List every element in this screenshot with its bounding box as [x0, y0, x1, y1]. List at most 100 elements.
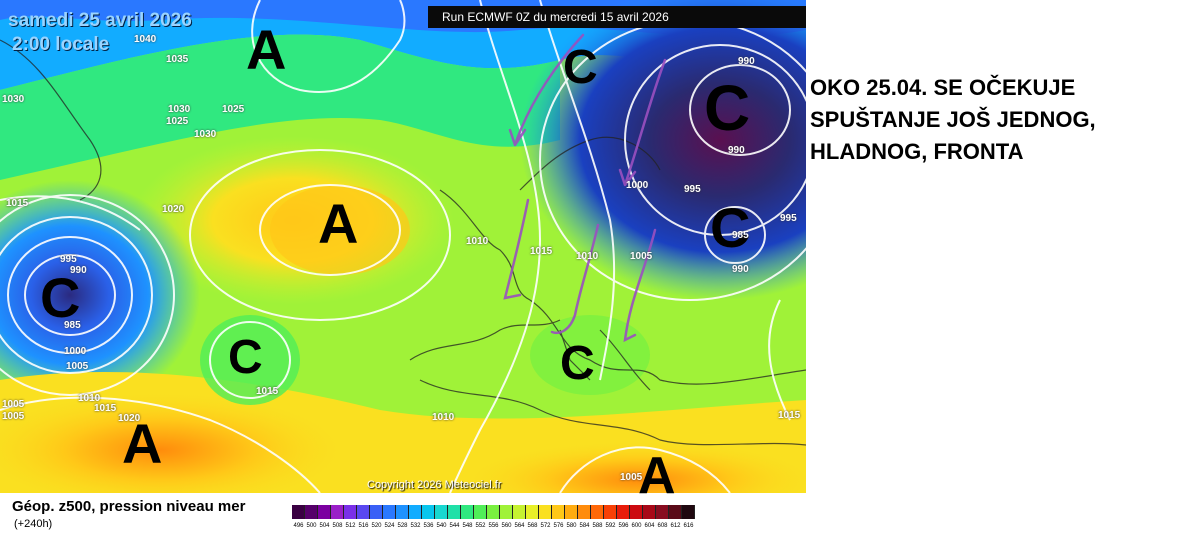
- color-swatch: [669, 505, 682, 519]
- copyright-text: Copyright 2026 Meteociel.fr: [367, 479, 502, 491]
- isobar-label: 1010: [432, 412, 455, 423]
- isobar-label: 1010: [466, 236, 489, 247]
- isobar-label: 990: [70, 265, 87, 276]
- color-swatch: [461, 505, 474, 519]
- annotation-line: OKO 25.04. SE OČEKUJE: [810, 75, 1076, 100]
- isobar-label: 985: [64, 320, 81, 331]
- color-swatch: [513, 505, 526, 519]
- isobar-label: 1015: [256, 386, 279, 397]
- color-scale-value: 532: [410, 523, 421, 529]
- forecast-date: samedi 25 avril 2026: [8, 10, 192, 31]
- color-scale-value: 616: [683, 523, 694, 529]
- isobar-label: 1035: [166, 54, 189, 65]
- color-scale-value: 544: [449, 523, 460, 529]
- color-swatch: [487, 505, 500, 519]
- color-scale-value: 560: [501, 523, 512, 529]
- annotation-line: HLADNOG, FRONTA: [810, 139, 1024, 164]
- color-scale-value: 556: [488, 523, 499, 529]
- color-swatch: [357, 505, 370, 519]
- color-scale-value: 576: [553, 523, 564, 529]
- isobar-label: 1015: [6, 198, 29, 209]
- color-swatch: [539, 505, 552, 519]
- isobar-label: 1010: [576, 251, 599, 262]
- color-swatch: [643, 505, 656, 519]
- low-pressure-center: C: [710, 196, 751, 259]
- color-swatch: [344, 505, 357, 519]
- color-swatch: [578, 505, 591, 519]
- isobar-label: 1025: [222, 104, 245, 115]
- color-swatch: [474, 505, 487, 519]
- color-scale-value: 596: [618, 523, 629, 529]
- color-swatch: [292, 505, 305, 519]
- color-scale-value: 516: [358, 523, 369, 529]
- color-scale-value: 512: [345, 523, 356, 529]
- isobar-label: 1030: [2, 94, 25, 105]
- isobar-label: 1005: [620, 472, 643, 483]
- color-swatch: [396, 505, 409, 519]
- isobar-label: 1005: [2, 399, 25, 410]
- color-scale-value: 572: [540, 523, 551, 529]
- isobar-label: 1010: [78, 393, 101, 404]
- isobar-label: 1015: [94, 403, 117, 414]
- forecast-annotation: OKO 25.04. SE OČEKUJE SPUŠTANJE JOŠ JEDN…: [810, 72, 1200, 168]
- isobar-label: 1000: [64, 346, 87, 357]
- isobar-label: 1025: [166, 116, 189, 127]
- color-scale-value: 520: [371, 523, 382, 529]
- isobar-label: 1005: [66, 361, 89, 372]
- color-scale-value: 504: [319, 523, 330, 529]
- color-swatch: [500, 505, 513, 519]
- color-swatch: [331, 505, 344, 519]
- color-scale-value: 552: [475, 523, 486, 529]
- isobar-label: 1020: [162, 204, 185, 215]
- color-scale-value: 540: [436, 523, 447, 529]
- color-scale-value: 524: [384, 523, 395, 529]
- isobar-label: 1030: [194, 129, 217, 140]
- color-swatch: [682, 505, 695, 519]
- isobar-label: 990: [732, 264, 749, 275]
- isobar-label: 1020: [118, 413, 141, 424]
- color-swatch: [370, 505, 383, 519]
- isobar-label: 1015: [778, 410, 801, 421]
- color-scale-value: 508: [332, 523, 343, 529]
- isobar-label: 1005: [2, 411, 25, 422]
- color-swatch: [565, 505, 578, 519]
- color-swatch: [435, 505, 448, 519]
- color-scale-value: 612: [670, 523, 681, 529]
- color-scale-value: 608: [657, 523, 668, 529]
- color-scale-value: 536: [423, 523, 434, 529]
- color-swatch: [552, 505, 565, 519]
- isobar-label: 1040: [134, 34, 157, 45]
- color-scale-value: 548: [462, 523, 473, 529]
- low-pressure-center: C: [40, 266, 81, 329]
- color-swatch: [422, 505, 435, 519]
- color-scale-value: 500: [306, 523, 317, 529]
- low-pressure-center: C: [563, 41, 598, 94]
- high-pressure-center: A: [122, 412, 163, 475]
- color-swatch: [656, 505, 669, 519]
- isobar-label: 990: [738, 56, 755, 67]
- color-scale-value: 588: [592, 523, 603, 529]
- isobar-label: 990: [728, 145, 745, 156]
- isobar-label: 995: [780, 213, 797, 224]
- color-scale-labels: 496 500 504 508 512 516 520 524 528 532 536 540 544 5…: [292, 523, 695, 529]
- high-pressure-center: A: [246, 18, 287, 81]
- color-scale-value: 604: [644, 523, 655, 529]
- isobar-label: 985: [732, 230, 749, 241]
- isobar-label: 995: [60, 254, 77, 265]
- model-run-banner: Run ECMWF 0Z du mercredi 15 avril 2026: [428, 6, 806, 28]
- color-swatch: [448, 505, 461, 519]
- isobar-label: 1000: [626, 180, 649, 191]
- color-scale-value: 600: [631, 523, 642, 529]
- color-swatch: [591, 505, 604, 519]
- color-swatch: [318, 505, 331, 519]
- isobar-label: 1005: [630, 251, 653, 262]
- low-pressure-center: C: [704, 72, 751, 144]
- low-pressure-center: C: [228, 331, 263, 384]
- color-swatch: [409, 505, 422, 519]
- color-scale: [292, 505, 695, 519]
- color-scale-value: 496: [293, 523, 304, 529]
- color-scale-value: 592: [605, 523, 616, 529]
- low-pressure-center: C: [560, 337, 595, 390]
- color-scale-value: 528: [397, 523, 408, 529]
- isobar-label: 1030: [168, 104, 191, 115]
